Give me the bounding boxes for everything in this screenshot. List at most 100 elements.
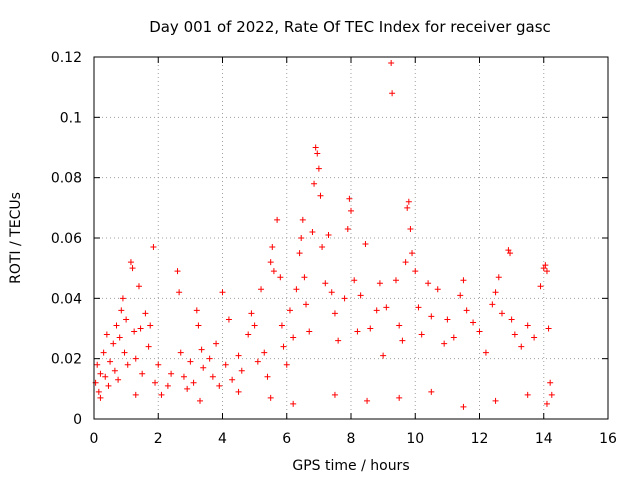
data-point bbox=[142, 310, 149, 317]
data-point bbox=[150, 244, 157, 251]
data-point bbox=[283, 361, 290, 368]
data-point bbox=[507, 250, 514, 257]
data-point bbox=[261, 349, 268, 356]
x-axis-label: GPS time / hours bbox=[292, 458, 409, 474]
data-point bbox=[434, 286, 441, 293]
data-point bbox=[428, 313, 435, 320]
data-point bbox=[547, 379, 554, 386]
data-point bbox=[116, 334, 123, 341]
data-point bbox=[124, 361, 131, 368]
data-point bbox=[145, 343, 152, 350]
data-point bbox=[190, 379, 197, 386]
data-point bbox=[95, 388, 102, 395]
data-point bbox=[290, 400, 297, 407]
data-point bbox=[376, 280, 383, 287]
data-point bbox=[184, 385, 191, 392]
data-point bbox=[346, 195, 353, 202]
data-point bbox=[209, 373, 216, 380]
data-point bbox=[131, 328, 138, 335]
data-point bbox=[399, 337, 406, 344]
data-point bbox=[107, 358, 114, 365]
data-point bbox=[543, 268, 550, 275]
data-point bbox=[402, 259, 409, 266]
data-point bbox=[460, 403, 467, 410]
data-point bbox=[213, 340, 220, 347]
data-point bbox=[222, 361, 229, 368]
data-point bbox=[296, 250, 303, 257]
data-point bbox=[267, 394, 274, 401]
data-point bbox=[383, 304, 390, 311]
data-point bbox=[404, 204, 411, 211]
data-point bbox=[325, 231, 332, 238]
data-point bbox=[280, 343, 287, 350]
y-tick-label: 0.04 bbox=[51, 291, 82, 307]
data-point bbox=[405, 198, 412, 205]
data-point bbox=[168, 370, 175, 377]
data-point bbox=[444, 316, 451, 323]
data-point bbox=[441, 340, 448, 347]
data-point bbox=[127, 259, 134, 266]
data-point bbox=[290, 334, 297, 341]
y-tick-label: 0.1 bbox=[60, 110, 82, 126]
data-point bbox=[118, 307, 125, 314]
data-point bbox=[415, 304, 422, 311]
data-point bbox=[450, 334, 457, 341]
data-point bbox=[303, 301, 310, 308]
data-point bbox=[314, 150, 321, 157]
data-point bbox=[362, 241, 369, 248]
data-point bbox=[373, 307, 380, 314]
data-point bbox=[298, 235, 305, 241]
data-point bbox=[216, 382, 223, 389]
data-point bbox=[94, 361, 101, 368]
data-point bbox=[174, 268, 181, 275]
data-point bbox=[545, 325, 552, 332]
data-point bbox=[428, 388, 435, 395]
data-points bbox=[92, 60, 555, 410]
data-point bbox=[524, 322, 531, 329]
data-point bbox=[457, 292, 464, 299]
data-point bbox=[380, 352, 387, 359]
x-tick-label: 10 bbox=[406, 431, 424, 447]
x-tick-label: 8 bbox=[347, 431, 356, 447]
data-point bbox=[135, 283, 142, 290]
data-point bbox=[254, 358, 261, 365]
data-point bbox=[407, 225, 414, 232]
data-point bbox=[301, 274, 308, 281]
x-tick-label: 4 bbox=[218, 431, 227, 447]
data-point bbox=[505, 247, 512, 254]
data-point bbox=[102, 373, 109, 380]
data-point bbox=[278, 322, 285, 329]
grid-lines bbox=[94, 57, 608, 419]
data-point bbox=[498, 310, 505, 317]
y-tick-label: 0.06 bbox=[51, 231, 82, 247]
data-point bbox=[311, 180, 318, 187]
y-tick-label: 0.12 bbox=[51, 50, 82, 66]
data-point bbox=[248, 310, 255, 317]
data-point bbox=[200, 364, 207, 371]
data-point bbox=[409, 250, 416, 257]
data-point bbox=[335, 337, 342, 344]
data-point bbox=[476, 328, 483, 335]
data-point bbox=[418, 331, 425, 338]
data-point bbox=[322, 280, 329, 287]
data-point bbox=[396, 394, 403, 401]
data-point bbox=[269, 244, 276, 251]
data-point bbox=[543, 400, 550, 407]
data-point bbox=[508, 316, 515, 323]
data-point bbox=[137, 325, 144, 332]
data-point bbox=[495, 274, 502, 281]
data-point bbox=[115, 376, 122, 383]
data-point bbox=[110, 340, 117, 347]
data-point bbox=[105, 382, 112, 389]
data-point bbox=[542, 262, 549, 269]
data-point bbox=[489, 301, 496, 308]
data-point bbox=[155, 361, 162, 368]
data-point bbox=[511, 331, 518, 338]
data-point bbox=[193, 307, 200, 314]
data-point bbox=[121, 349, 128, 356]
data-point bbox=[206, 355, 213, 362]
data-point bbox=[548, 391, 555, 398]
data-point bbox=[531, 334, 538, 341]
data-point bbox=[177, 349, 184, 356]
data-point bbox=[97, 370, 104, 377]
